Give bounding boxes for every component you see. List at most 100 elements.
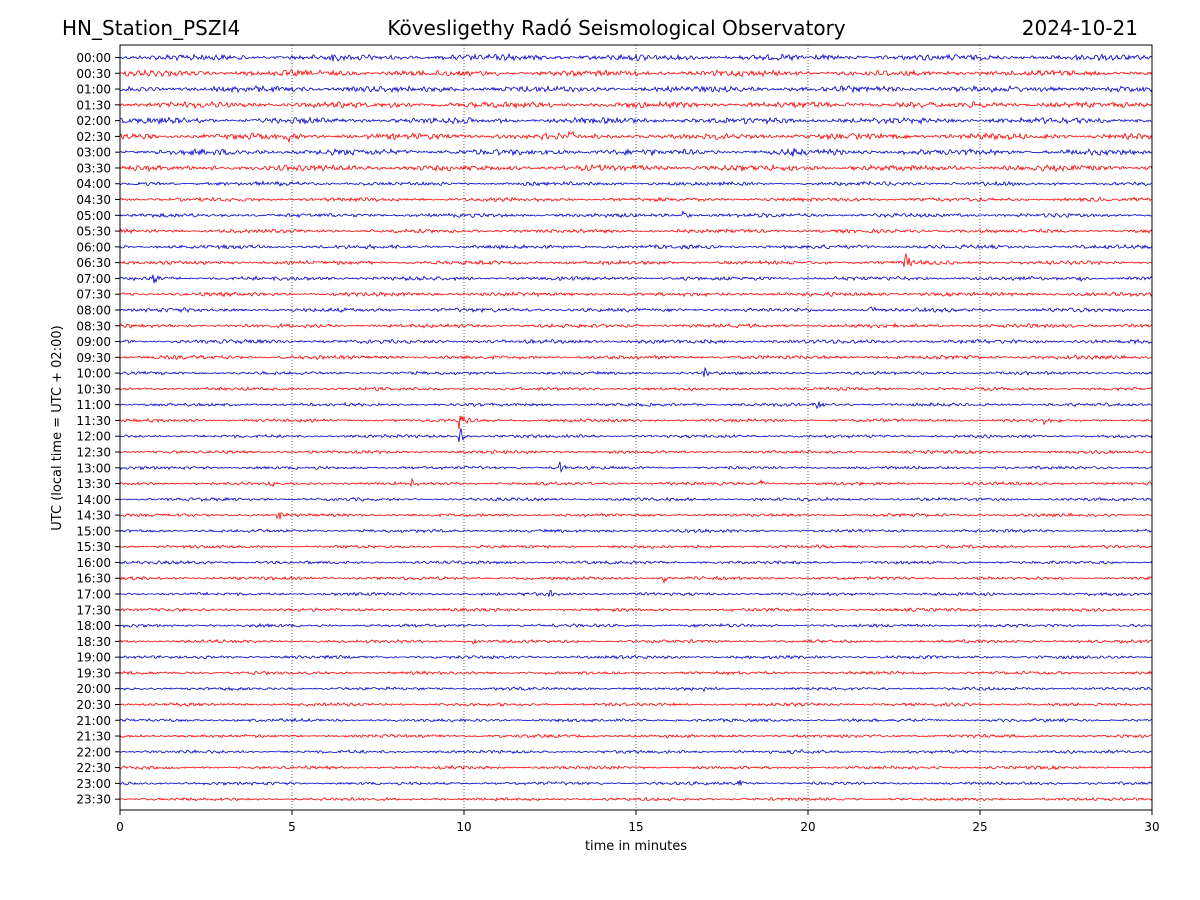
trace-line	[119, 306, 1153, 314]
trace-line	[119, 147, 1153, 157]
trace-line	[119, 401, 1153, 410]
y-tick-label: 19:00	[76, 651, 111, 665]
trace-line	[119, 163, 1153, 173]
trace-line	[119, 589, 1153, 597]
y-tick-label: 08:00	[76, 303, 111, 317]
y-tick-label: 10:00	[76, 367, 111, 381]
y-tick-label: 19:30	[76, 666, 111, 680]
trace-line	[119, 607, 1153, 613]
grid-lines	[291, 45, 981, 810]
y-tick-label: 23:30	[76, 793, 111, 807]
y-axis-label: UTC (local time = UTC + 02:00)	[50, 325, 65, 530]
y-tick-label: 18:00	[76, 619, 111, 633]
y-tick-label: 23:00	[76, 777, 111, 791]
trace-group	[119, 53, 1153, 802]
y-tick-label: 03:00	[76, 146, 111, 160]
trace-line	[119, 544, 1153, 550]
trace-line	[119, 428, 1153, 443]
date-label: 2024-10-21	[1021, 16, 1138, 40]
trace-line	[119, 654, 1153, 660]
x-tick-label: 25	[972, 820, 987, 834]
trace-line	[119, 512, 1152, 520]
trace-line	[119, 670, 1153, 676]
y-tick-label: 15:00	[76, 524, 111, 538]
trace-line	[119, 130, 1153, 143]
trace-line	[119, 180, 1153, 187]
y-tick-label: 01:00	[76, 83, 111, 97]
trace-line	[119, 253, 1153, 267]
x-tick-label: 30	[1144, 820, 1159, 834]
x-tick-label: 5	[288, 820, 296, 834]
trace-line	[119, 386, 1153, 392]
y-tick-label: 03:30	[76, 161, 111, 175]
trace-line	[119, 227, 1153, 235]
x-axis-label: time in minutes	[585, 839, 687, 854]
y-tick-label: 11:00	[76, 398, 111, 412]
y-tick-label: 16:00	[76, 556, 111, 570]
y-tick-label: 17:00	[76, 588, 111, 602]
y-tick-label: 18:30	[76, 635, 111, 649]
trace-line	[119, 53, 1153, 62]
trace-line	[119, 702, 1153, 707]
y-tick-label: 01:30	[76, 98, 111, 112]
y-tick-label: 21:30	[76, 730, 111, 744]
y-tick-label: 04:30	[76, 193, 111, 207]
trace-line	[120, 68, 1153, 78]
trace-line	[119, 366, 1153, 377]
trace-line	[119, 717, 1153, 723]
y-tick-label: 11:30	[76, 414, 111, 428]
y-tick-label: 04:00	[76, 177, 111, 191]
y-tick-label: 00:00	[76, 51, 111, 65]
y-tick-label: 08:30	[76, 319, 111, 333]
y-tick-label: 15:30	[76, 540, 111, 554]
y-tick-label: 20:00	[76, 682, 111, 696]
trace-line	[119, 100, 1153, 110]
y-tick-label: 06:30	[76, 256, 111, 270]
x-tick-label: 20	[800, 820, 815, 834]
y-tick-label: 14:00	[76, 493, 111, 507]
trace-line	[119, 764, 1153, 771]
trace-line	[119, 354, 1153, 361]
x-tick-label: 0	[116, 820, 124, 834]
x-tick-label: 10	[456, 820, 471, 834]
trace-line	[119, 575, 1153, 584]
trace-line	[119, 116, 1152, 126]
y-tick-label: 13:30	[76, 477, 111, 491]
y-tick-label: 00:30	[76, 67, 111, 81]
trace-line	[119, 638, 1153, 645]
trace-line	[119, 622, 1153, 629]
y-tick-label: 20:30	[76, 698, 111, 712]
trace-line	[119, 84, 1153, 94]
y-tick-label: 16:30	[76, 572, 111, 586]
y-tick-label: 17:30	[76, 603, 111, 617]
station-name: HN_Station_PSZI4	[62, 16, 241, 40]
x-axis: 0 5 10 15 20 25 30	[116, 810, 1160, 834]
trace-line	[119, 415, 1153, 430]
y-tick-label: 09:30	[76, 351, 111, 365]
trace-line	[119, 196, 1153, 203]
trace-line	[119, 209, 1153, 219]
y-tick-label: 05:00	[76, 209, 111, 223]
y-tick-label: 06:00	[76, 240, 111, 254]
trace-line	[119, 559, 1153, 565]
y-tick-label: 10:30	[76, 382, 111, 396]
y-tick-label: 22:00	[76, 745, 111, 759]
trace-line	[119, 528, 1152, 534]
trace-line	[119, 243, 1153, 250]
trace-line	[119, 477, 1153, 488]
y-tick-label: 13:00	[76, 461, 111, 475]
trace-line	[119, 338, 1153, 345]
y-tick-label: 05:30	[76, 225, 111, 239]
y-tick-label: 21:00	[76, 714, 111, 728]
y-tick-label: 12:30	[76, 446, 111, 460]
y-tick-label: 07:00	[76, 272, 111, 286]
y-tick-label: 07:30	[76, 288, 111, 302]
y-tick-label: 02:30	[76, 130, 111, 144]
page-title: Kövesligethy Radó Seismological Observat…	[387, 16, 846, 40]
trace-line	[119, 290, 1153, 298]
y-tick-label: 12:00	[76, 430, 111, 444]
trace-line	[119, 686, 1153, 693]
y-tick-label: 22:30	[76, 761, 111, 775]
